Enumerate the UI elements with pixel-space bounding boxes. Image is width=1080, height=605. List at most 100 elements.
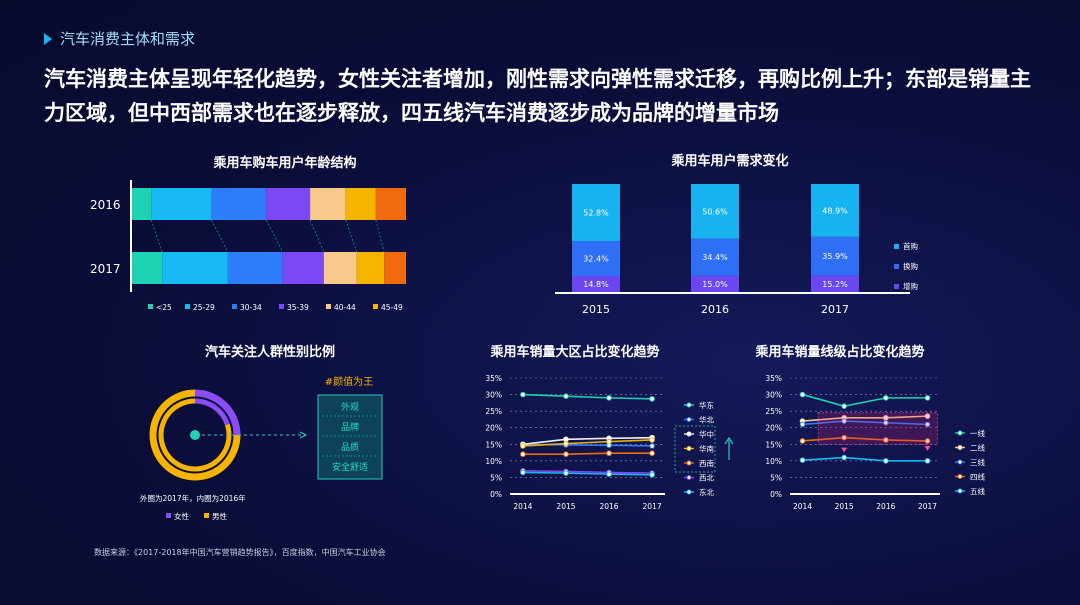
tier-data-point [799,421,806,428]
demand-data-label: 52.8% [583,209,609,218]
region-legend-marker [686,489,692,495]
demand-legend-label: 换购 [903,261,918,271]
tier-y-tick: 30% [765,391,782,400]
age-chart-title: 乘用车购车用户年龄结构 [213,156,357,171]
tier-data-point [924,395,931,401]
region-legend-label: 华北 [699,415,714,425]
age-bar-segment [282,252,324,284]
gender-ring-segment [158,398,232,472]
gender-panel-item: 品质 [341,441,359,453]
demand-category-label: 2015 [582,303,610,316]
tier-y-tick: 0% [770,490,782,499]
region-y-tick: 5% [490,473,502,482]
tier-data-point [883,437,889,443]
demand-data-label: 35.9% [822,252,848,261]
tier-y-tick: 5% [770,473,782,482]
arrow-right-icon [299,431,308,439]
tier-data-point [841,454,847,461]
tier-y-tick: 35% [765,374,782,383]
age-bar-segment [310,188,346,220]
tier-y-tick: 20% [765,424,782,433]
region-series-line [522,393,653,400]
tier-data-point [799,438,806,444]
demand-bar-segment [691,238,739,276]
demand-bar-segment [811,275,859,292]
region-legend-label: 西北 [699,474,714,483]
demand-data-label: 32.4% [583,255,609,264]
region-highlight-box [674,425,716,473]
age-connector-line [375,219,385,253]
age-connector-line [309,219,325,253]
tier-legend-marker [957,459,963,465]
age-legend-label: 35-39 [287,303,309,312]
demand-data-label: 50.6% [702,207,728,216]
region-trend-chart: 0% 5% 10% 15% 20% 25% 30% 35% 2014 2015 2016 2017 华东… [485,374,734,511]
tier-series-line [802,420,928,426]
tier-legend-label: 一线 [970,428,985,438]
down-arrow-icon [841,447,848,453]
region-data-point [649,471,655,478]
demand-legend-label: 增购 [903,281,918,291]
region-data-point [649,437,655,443]
tier-data-point [924,458,931,464]
region-legend-label: 东北 [699,487,714,497]
tier-data-point [924,413,931,419]
region-data-point [649,396,655,402]
region-data-point [606,395,612,401]
tier-legend-label: 三线 [970,457,985,467]
demand-data-label: 34.4% [702,253,728,262]
gender-legend-swatch [166,513,171,518]
tier-data-point [924,438,931,444]
tier-series-line [802,415,928,422]
age-legend-swatch [373,304,378,309]
age-legend-label: 45-49 [381,303,403,312]
region-data-point [606,471,612,477]
age-connector-line [150,219,163,253]
tier-trend-chart: 0% 5% 10% 15% 20% 25% 30% 35% 2014 2015 2016 2017 一线… [765,374,985,511]
tier-data-point [883,419,889,426]
age-legend-swatch [279,304,284,309]
tier-series-line [802,393,928,407]
tier-x-tick: 2015 [835,502,854,511]
demand-change-chart: 14.8% 32.4% 52.8% 2015 15.0% 34.4% 50.6% 2016 15… [555,184,918,316]
tier-data-point [883,395,889,401]
region-chart-title: 乘用车销量大区占比变化趋势 [490,345,660,360]
tier-y-tick: 25% [765,407,782,416]
age-category-label: 2016 [90,198,121,212]
tier-legend-label: 四线 [970,472,985,482]
demand-data-label: 15.0% [702,280,728,289]
age-bar-segment [356,252,385,284]
headline: 汽车消费主体呈现年轻化趋势，女性关注者增加，刚性需求向弹性需求迁移，再购比例上升… [44,67,1031,125]
region-data-point [520,391,526,398]
age-bar-segment [211,188,267,220]
tier-x-tick: 2017 [918,502,937,511]
region-y-tick: 15% [485,440,502,449]
demand-category-label: 2016 [701,303,729,316]
region-y-tick: 30% [485,391,502,400]
gender-legend-swatch [204,513,209,518]
region-series-line [522,470,653,474]
region-y-tick: 0% [490,490,502,499]
tier-data-point [799,391,806,398]
age-bar-segment [323,252,357,284]
age-connector-line [345,219,358,253]
tier-legend-marker [957,488,963,494]
age-connector-line [265,219,284,253]
tier-legend-marker [957,474,963,479]
age-legend-label: 25-29 [193,303,215,312]
age-bar-segment [151,188,212,220]
tier-x-tick: 2014 [793,502,812,511]
demand-data-label: 48.9% [822,206,848,215]
demand-bar-segment [691,184,739,239]
gender-panel-item: 品牌 [341,421,359,433]
demand-data-label: 15.2% [822,280,848,289]
tier-legend-marker [957,430,963,436]
demand-bar-segment [572,276,620,292]
region-legend-marker [686,460,692,466]
demand-legend-swatch [894,284,899,289]
data-source: 数据来源：《2017-2018年中国汽车营销趋势报告》，百度指数，中国汽车工业协… [94,548,386,557]
gender-panel-item: 安全舒适 [332,461,368,473]
tier-y-tick: 10% [765,457,782,466]
